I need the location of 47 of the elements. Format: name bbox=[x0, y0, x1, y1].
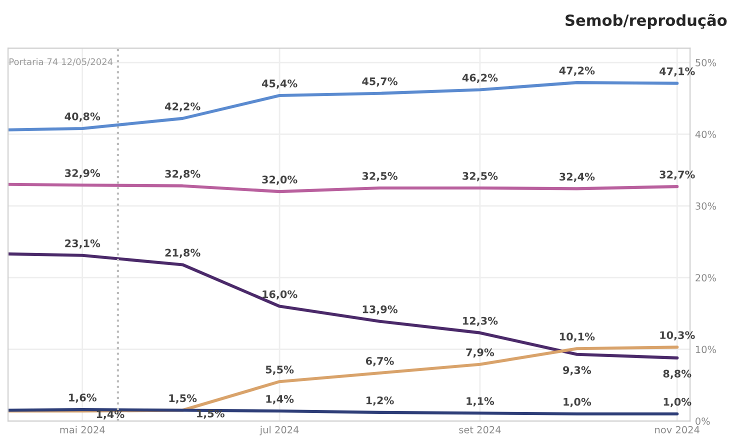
data-label: 10,3% bbox=[660, 331, 695, 340]
data-label: 45,7% bbox=[362, 77, 398, 87]
data-label: 12,3% bbox=[463, 316, 498, 326]
y-tick-label: 30% bbox=[696, 202, 716, 210]
data-label: 32,0% bbox=[262, 176, 298, 185]
data-label: 1,2% bbox=[366, 396, 394, 406]
y-tick-label: 10% bbox=[696, 346, 716, 354]
data-label: 46,2% bbox=[462, 74, 498, 83]
y-tick-label: 50% bbox=[696, 58, 716, 66]
data-label: 7,9% bbox=[466, 348, 494, 358]
data-label: 32,9% bbox=[65, 169, 100, 178]
data-label: 1,5% bbox=[197, 410, 224, 419]
x-tick-label: nov 2024 bbox=[655, 426, 700, 434]
y-tick-label: 40% bbox=[695, 130, 716, 138]
data-label: 6,7% bbox=[366, 357, 394, 366]
ref-line-label: Portaria 74 12/05/2024 bbox=[10, 58, 113, 66]
data-label: 8,8% bbox=[663, 370, 692, 379]
data-label: 10,1% bbox=[560, 332, 595, 342]
data-label: 32,5% bbox=[362, 172, 398, 182]
x-tick-label: jul 2024 bbox=[260, 426, 299, 436]
data-label: 5,5% bbox=[266, 366, 294, 375]
data-label: 47,1% bbox=[660, 67, 695, 77]
data-label: 32,4% bbox=[560, 172, 595, 182]
data-label: 13,9% bbox=[362, 305, 398, 315]
data-label: 16,0% bbox=[262, 290, 298, 300]
data-label: 1,4% bbox=[266, 395, 294, 404]
data-label: 1,6% bbox=[69, 394, 96, 403]
data-label: 32,8% bbox=[165, 170, 200, 180]
data-label: 47,2% bbox=[559, 66, 595, 76]
data-label: 23,1% bbox=[65, 239, 100, 249]
data-label: 42,2% bbox=[164, 102, 200, 112]
y-tick-label: 0% bbox=[696, 418, 710, 425]
data-label: 1,1% bbox=[466, 397, 494, 406]
x-tick-label: mai 2024 bbox=[60, 426, 105, 434]
data-label: 1,4% bbox=[96, 410, 124, 420]
data-label: 40,8% bbox=[64, 112, 100, 122]
data-label: 1,0% bbox=[564, 398, 592, 408]
data-label: 32,5% bbox=[462, 172, 498, 182]
y-tick-label: 20% bbox=[696, 274, 716, 282]
data-label: 1,5% bbox=[169, 394, 197, 404]
data-label: 9,3% bbox=[563, 366, 592, 376]
data-label: 21,8% bbox=[165, 248, 200, 258]
data-label: 32,7% bbox=[660, 170, 695, 180]
x-tick-label: set 2024 bbox=[459, 426, 501, 434]
text: Semob/reprodução bbox=[566, 14, 727, 29]
data-label: 1,0% bbox=[664, 398, 692, 408]
data-label: 45,4% bbox=[262, 80, 298, 89]
